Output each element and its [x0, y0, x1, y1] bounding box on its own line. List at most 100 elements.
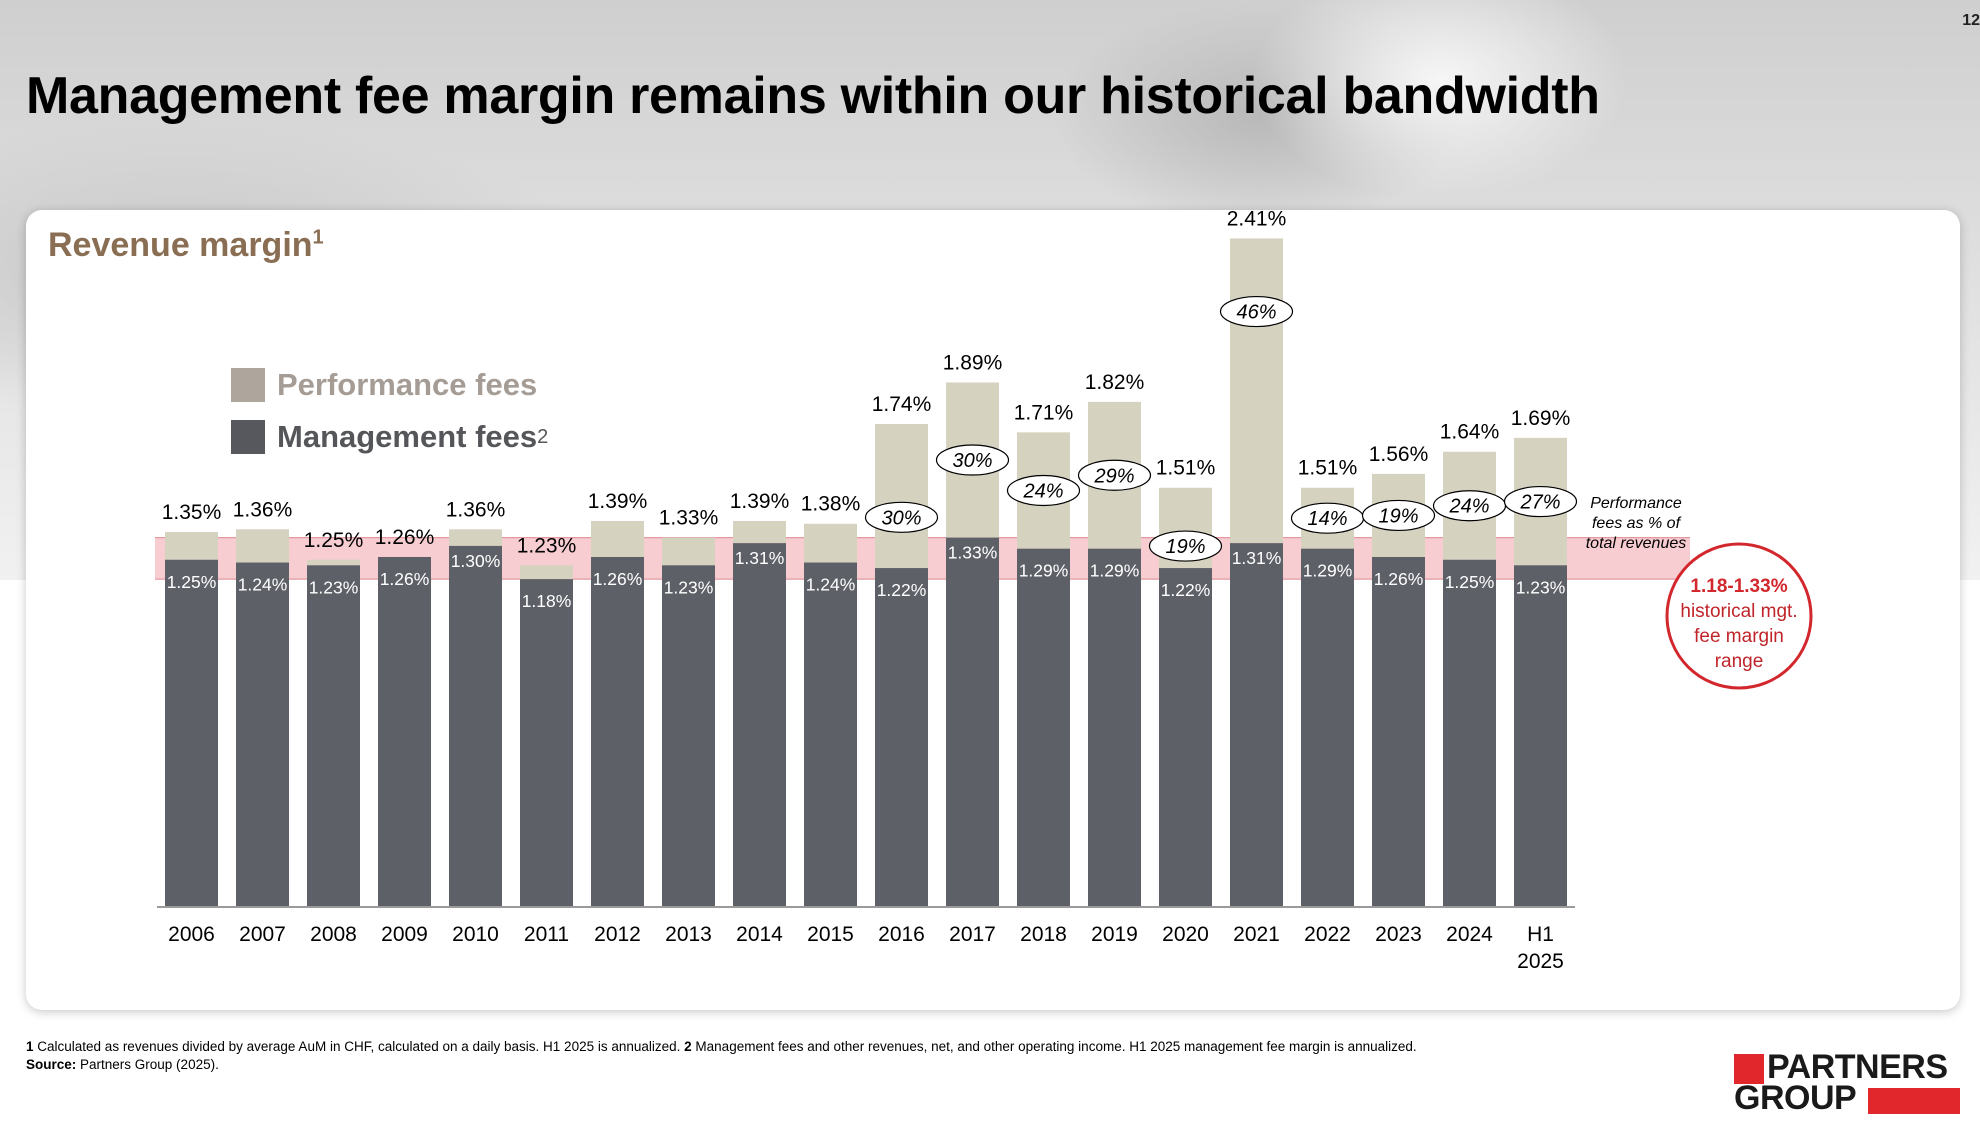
data-label-total: 1.51%	[1298, 457, 1358, 480]
perf-share-label: 14%	[1307, 508, 1347, 530]
data-label-management: 1.26%	[1374, 569, 1424, 589]
bar-management-fees	[1017, 548, 1070, 906]
data-label-total: 1.36%	[233, 498, 293, 521]
perf-share-label: 27%	[1519, 492, 1560, 514]
perf-share-ellipse	[864, 501, 939, 533]
bar-performance-fees	[449, 529, 502, 546]
data-label-total: 1.39%	[588, 490, 648, 513]
x-tick-label: 2023	[1375, 923, 1422, 946]
x-tick-label: H1	[1527, 923, 1554, 946]
data-label-total: 2.41%	[1227, 207, 1287, 230]
data-label-management: 1.18%	[522, 591, 572, 611]
bar-performance-fees	[165, 532, 218, 560]
page-title: Management fee margin remains within our…	[26, 67, 1600, 125]
data-label-management: 1.29%	[1090, 561, 1140, 581]
x-tick-label: 2008	[310, 923, 357, 946]
perf-share-ellipse	[1219, 295, 1294, 328]
bar-performance-fees	[520, 565, 573, 580]
x-tick-label: 2010	[452, 923, 499, 946]
data-label-management: 1.31%	[735, 548, 785, 568]
data-label-management: 1.29%	[1019, 561, 1069, 581]
bar-management-fees	[946, 537, 999, 906]
perf-share-label: 19%	[1165, 536, 1205, 558]
data-label-total: 1.69%	[1511, 407, 1571, 430]
data-label-total: 1.35%	[162, 501, 222, 524]
bar-management-fees	[591, 556, 644, 906]
data-label-total: 1.23%	[517, 534, 577, 557]
data-label-management: 1.23%	[309, 577, 359, 597]
perf-share-label: 30%	[881, 507, 921, 529]
perf-share-label: 30%	[952, 450, 992, 472]
x-tick-label: 2020	[1162, 923, 1209, 946]
x-tick-label: 2006	[168, 923, 215, 946]
bar-management-fees	[236, 562, 289, 906]
bar-management-fees	[1301, 548, 1354, 906]
bar-performance-fees	[236, 529, 289, 563]
x-tick-label: 2025	[1517, 950, 1564, 973]
bar-performance-fees	[1230, 238, 1283, 544]
x-tick-label: 2014	[736, 923, 783, 946]
data-label-management: 1.24%	[806, 575, 856, 595]
partners-group-logo: PARTNERS GROUP	[1734, 1048, 1960, 1117]
data-label-total: 1.71%	[1014, 401, 1074, 424]
historical-range-label: range	[1715, 651, 1764, 672]
data-label-total: 1.25%	[304, 529, 364, 552]
x-tick-label: 2021	[1233, 923, 1280, 946]
historical-range-circle	[1665, 542, 1813, 690]
perf-share-label: 29%	[1093, 465, 1134, 487]
perf-share-ellipse	[1361, 499, 1436, 532]
bar-management-fees	[520, 579, 573, 906]
historical-range-label: historical mgt.	[1680, 601, 1797, 622]
bar-management-fees	[165, 559, 218, 906]
data-label-management: 1.22%	[1161, 580, 1211, 600]
perf-share-annotation: fees as % of	[1592, 515, 1682, 532]
data-label-management: 1.26%	[380, 569, 430, 589]
data-label-management: 1.25%	[1445, 572, 1495, 592]
perf-share-label: 19%	[1378, 505, 1418, 527]
x-tick-label: 2016	[878, 923, 925, 946]
section-title: Revenue margin1	[48, 226, 324, 264]
perf-share-annotation: total revenues	[1586, 535, 1687, 552]
data-label-total: 1.74%	[872, 393, 932, 416]
data-label-total: 1.64%	[1440, 421, 1500, 444]
footnote-line-1: 1 Calculated as revenues divided by aver…	[26, 1039, 1417, 1054]
x-tick-label: 2007	[239, 923, 286, 946]
data-label-total: 1.39%	[730, 490, 790, 513]
data-label-management: 1.33%	[948, 543, 998, 563]
data-label-management: 1.23%	[664, 577, 714, 597]
bar-management-fees	[1088, 548, 1141, 906]
data-label-total: 1.89%	[943, 351, 1003, 374]
bar-management-fees	[1230, 543, 1283, 906]
bar-performance-fees	[662, 537, 715, 566]
bar-performance-fees	[733, 520, 786, 544]
legend-label-performance: Performance fees	[277, 367, 538, 402]
data-label-management: 1.23%	[1516, 577, 1566, 597]
perf-share-ellipse	[1006, 474, 1081, 507]
perf-share-annotation: Performance	[1590, 495, 1682, 512]
bar-performance-fees	[804, 523, 857, 563]
bar-management-fees	[449, 545, 502, 906]
perf-share-ellipse	[1077, 459, 1152, 491]
perf-share-label: 24%	[1022, 481, 1063, 503]
bar-management-fees	[307, 565, 360, 906]
perf-share-ellipse	[1503, 485, 1578, 518]
bar-management-fees	[1372, 556, 1425, 906]
footnotes: 1 Calculated as revenues divided by aver…	[26, 1038, 1417, 1074]
data-label-management: 1.31%	[1232, 548, 1282, 568]
x-tick-label: 2019	[1091, 923, 1138, 946]
data-label-management: 1.29%	[1303, 561, 1353, 581]
bar-performance-fees	[307, 559, 360, 566]
x-tick-label: 2012	[594, 923, 641, 946]
data-label-management: 1.24%	[238, 575, 288, 595]
historical-range-label: fee margin	[1694, 626, 1784, 647]
data-label-total: 1.26%	[375, 526, 435, 549]
data-label-total: 1.51%	[1156, 457, 1216, 480]
x-tick-label: 2017	[949, 923, 996, 946]
bar-management-fees	[733, 543, 786, 906]
bar-management-fees	[1443, 559, 1496, 906]
bar-management-fees	[662, 565, 715, 906]
data-label-management: 1.22%	[877, 580, 927, 600]
perf-share-label: 24%	[1448, 496, 1489, 518]
perf-share-ellipse	[1148, 530, 1223, 562]
